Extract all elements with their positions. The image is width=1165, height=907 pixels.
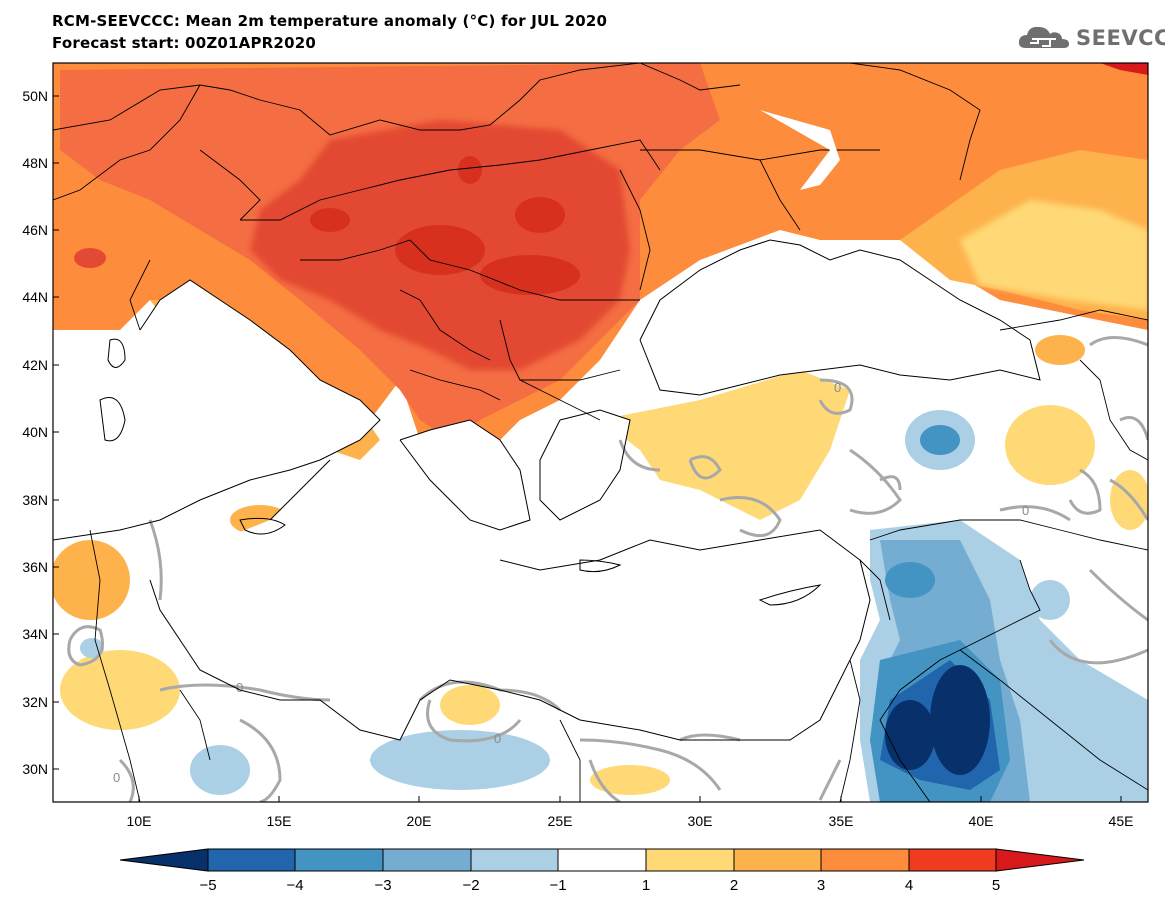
colorbar (119, 848, 1085, 872)
lon-label: 25E (547, 813, 573, 829)
lon-label: 15E (266, 813, 292, 829)
map-title: RCM-SEEVCCC: Mean 2m temperature anomaly… (52, 12, 608, 30)
contour-label-0: 0 (834, 380, 841, 395)
colorbar-tick-label: 3 (816, 877, 826, 894)
lon-label: 20E (406, 813, 432, 829)
lat-label: 48N (22, 155, 48, 171)
colorbar-tick-label: −4 (286, 877, 304, 894)
contour-label-0: 0 (494, 731, 501, 746)
colorbar-tick-label: 1 (641, 877, 651, 894)
lat-label: 36N (22, 559, 48, 575)
colorbar-tick-label: −5 (199, 877, 217, 894)
mediterranean-sea (53, 280, 870, 740)
cloud-logo-icon (1018, 26, 1069, 48)
colorbar-tick-label: 2 (729, 877, 739, 894)
contour-label-0: 0 (113, 770, 120, 785)
axis-ticks (53, 95, 1122, 802)
lon-label: 40E (968, 813, 994, 829)
logo-text: SEEVCCC (1076, 26, 1165, 50)
lat-label: 42N (22, 357, 48, 373)
lat-label: 38N (22, 492, 48, 508)
lon-label: 45E (1108, 813, 1134, 829)
forecast-start-label: Forecast start: 00Z01APR2020 (52, 34, 316, 52)
contour-label-0: 0 (1022, 503, 1029, 518)
colorbar-tick-label: −3 (374, 877, 392, 894)
colorbar-tick-label: 5 (991, 877, 1001, 894)
colorbar-tick-label: −1 (549, 877, 567, 894)
lon-label: 35E (828, 813, 854, 829)
colorbar-tick-label: −2 (462, 877, 480, 894)
lat-label: 50N (22, 88, 48, 104)
black-sea (640, 240, 1040, 395)
lat-label: 44N (22, 289, 48, 305)
lat-label: 34N (22, 626, 48, 642)
coastlines (53, 239, 1041, 741)
colorbar-tick-label: 4 (904, 877, 914, 894)
lat-label: 32N (22, 694, 48, 710)
seevccc-logo: SEEVCCC (1016, 22, 1165, 56)
lat-label: 30N (22, 761, 48, 777)
lat-label: 46N (22, 222, 48, 238)
lon-label: 30E (687, 813, 713, 829)
contour-label-0: 0 (236, 680, 243, 695)
lon-label: 10E (126, 813, 152, 829)
lat-label: 40N (22, 424, 48, 440)
